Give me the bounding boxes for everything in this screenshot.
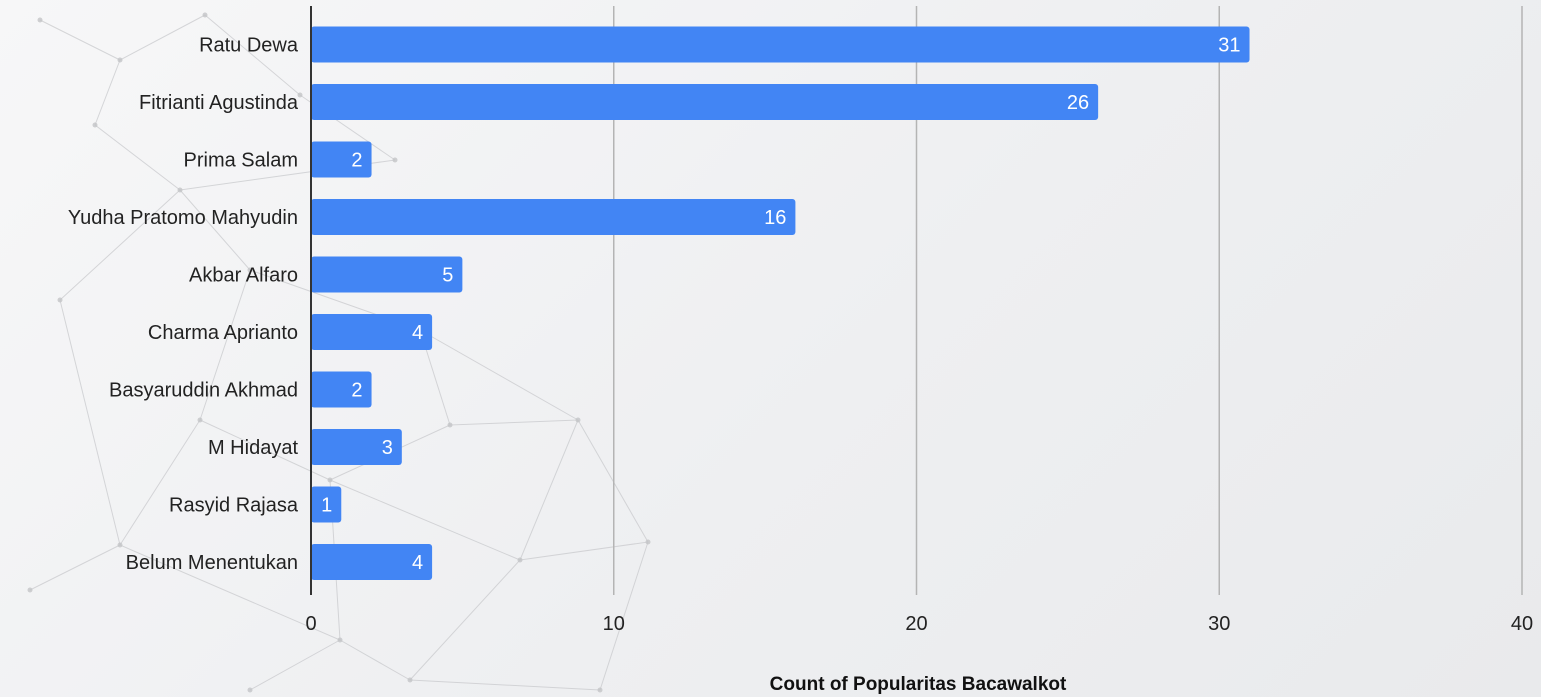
x-axis-title: Count of Popularitas Bacawalkot [770, 674, 1067, 695]
category-label: Charma Aprianto [148, 322, 298, 344]
decoration-dot [197, 417, 203, 423]
decoration-dot [247, 267, 253, 273]
decoration-line [409, 679, 601, 691]
decoration-dot [407, 677, 413, 683]
category-label: Fitrianti Agustinda [139, 92, 299, 114]
decoration-line [204, 14, 301, 96]
decoration-line [29, 544, 121, 591]
decoration-line [519, 419, 579, 561]
category-labels: Ratu Dewa Fitrianti Agustinda Prima Salam Y… [68, 35, 299, 575]
decoration-line [59, 299, 121, 546]
category-label: M Hidayat [208, 437, 298, 459]
x-tick-label: 10 [603, 613, 625, 635]
bar [311, 371, 372, 408]
decoration-line [179, 189, 251, 271]
bar-value-label: 2 [351, 150, 362, 172]
x-axis-tick-labels: 0 10 20 30 40 [305, 613, 1533, 635]
bar [311, 26, 1250, 63]
decoration-line [119, 14, 206, 61]
decoration-dot [117, 542, 123, 548]
decoration-line [449, 419, 579, 426]
decoration-line [199, 269, 251, 421]
decoration-line [94, 59, 121, 126]
bar-value-label: 31 [1218, 35, 1240, 57]
category-label: Prima Salam [184, 150, 298, 172]
decoration-dot [247, 687, 253, 693]
decoration-dot [447, 422, 453, 428]
decoration-dot [202, 12, 208, 18]
decoration-line [94, 124, 181, 191]
decoration-line [119, 544, 341, 641]
decoration-line [119, 419, 201, 546]
decoration-dot [392, 157, 398, 163]
decoration-dot [57, 297, 63, 303]
bar-value-label: 3 [382, 437, 393, 459]
decoration-line [519, 541, 649, 561]
category-label: Belum Menentukan [126, 552, 298, 574]
x-tick-label: 20 [905, 613, 927, 635]
decoration-line [599, 541, 649, 691]
decoration-dot [327, 477, 333, 483]
decoration-dot [177, 187, 183, 193]
decoration-dot [575, 417, 581, 423]
x-tick-label: 0 [305, 613, 316, 635]
bar [311, 314, 433, 350]
bar [311, 486, 342, 523]
decoration-dot [337, 637, 343, 643]
decoration-dot [597, 687, 603, 693]
bar-value-label: 5 [442, 265, 453, 287]
bar-value-label: 4 [412, 552, 423, 574]
decoration-dot [27, 587, 33, 593]
x-tick-label: 40 [1511, 613, 1533, 635]
category-label: Yudha Pratomo Mahyudin [68, 207, 298, 229]
decoration-dot [37, 17, 43, 23]
bar-value-label: 16 [764, 207, 786, 229]
bar [311, 256, 463, 293]
decoration-dot [92, 122, 98, 128]
bar [311, 429, 402, 465]
decoration-line [419, 329, 579, 421]
decoration-line [59, 189, 181, 301]
decoration-dot [645, 539, 651, 545]
decoration-line [409, 559, 521, 681]
x-tick-label: 30 [1208, 613, 1230, 635]
bar-value-label: 2 [351, 380, 362, 402]
decoration-line [249, 639, 341, 691]
bar-value-label: 1 [321, 495, 332, 517]
decoration-line [199, 419, 331, 481]
decoration-line [339, 639, 411, 681]
bar-value-label: 26 [1067, 92, 1089, 114]
bar [311, 141, 372, 178]
decoration-dot [117, 57, 123, 63]
decoration-line [39, 19, 121, 61]
category-label: Ratu Dewa [199, 35, 299, 57]
bar [311, 84, 1099, 120]
decoration-line [329, 479, 521, 561]
bar [311, 544, 433, 580]
category-label: Rasyid Rajasa [169, 495, 299, 517]
decoration-dot [297, 92, 303, 98]
bar-value-label: 4 [412, 322, 423, 344]
decoration-dot [517, 557, 523, 563]
bar [311, 199, 796, 235]
category-label: Akbar Alfaro [189, 265, 298, 287]
category-label: Basyaruddin Akhmad [109, 380, 298, 402]
